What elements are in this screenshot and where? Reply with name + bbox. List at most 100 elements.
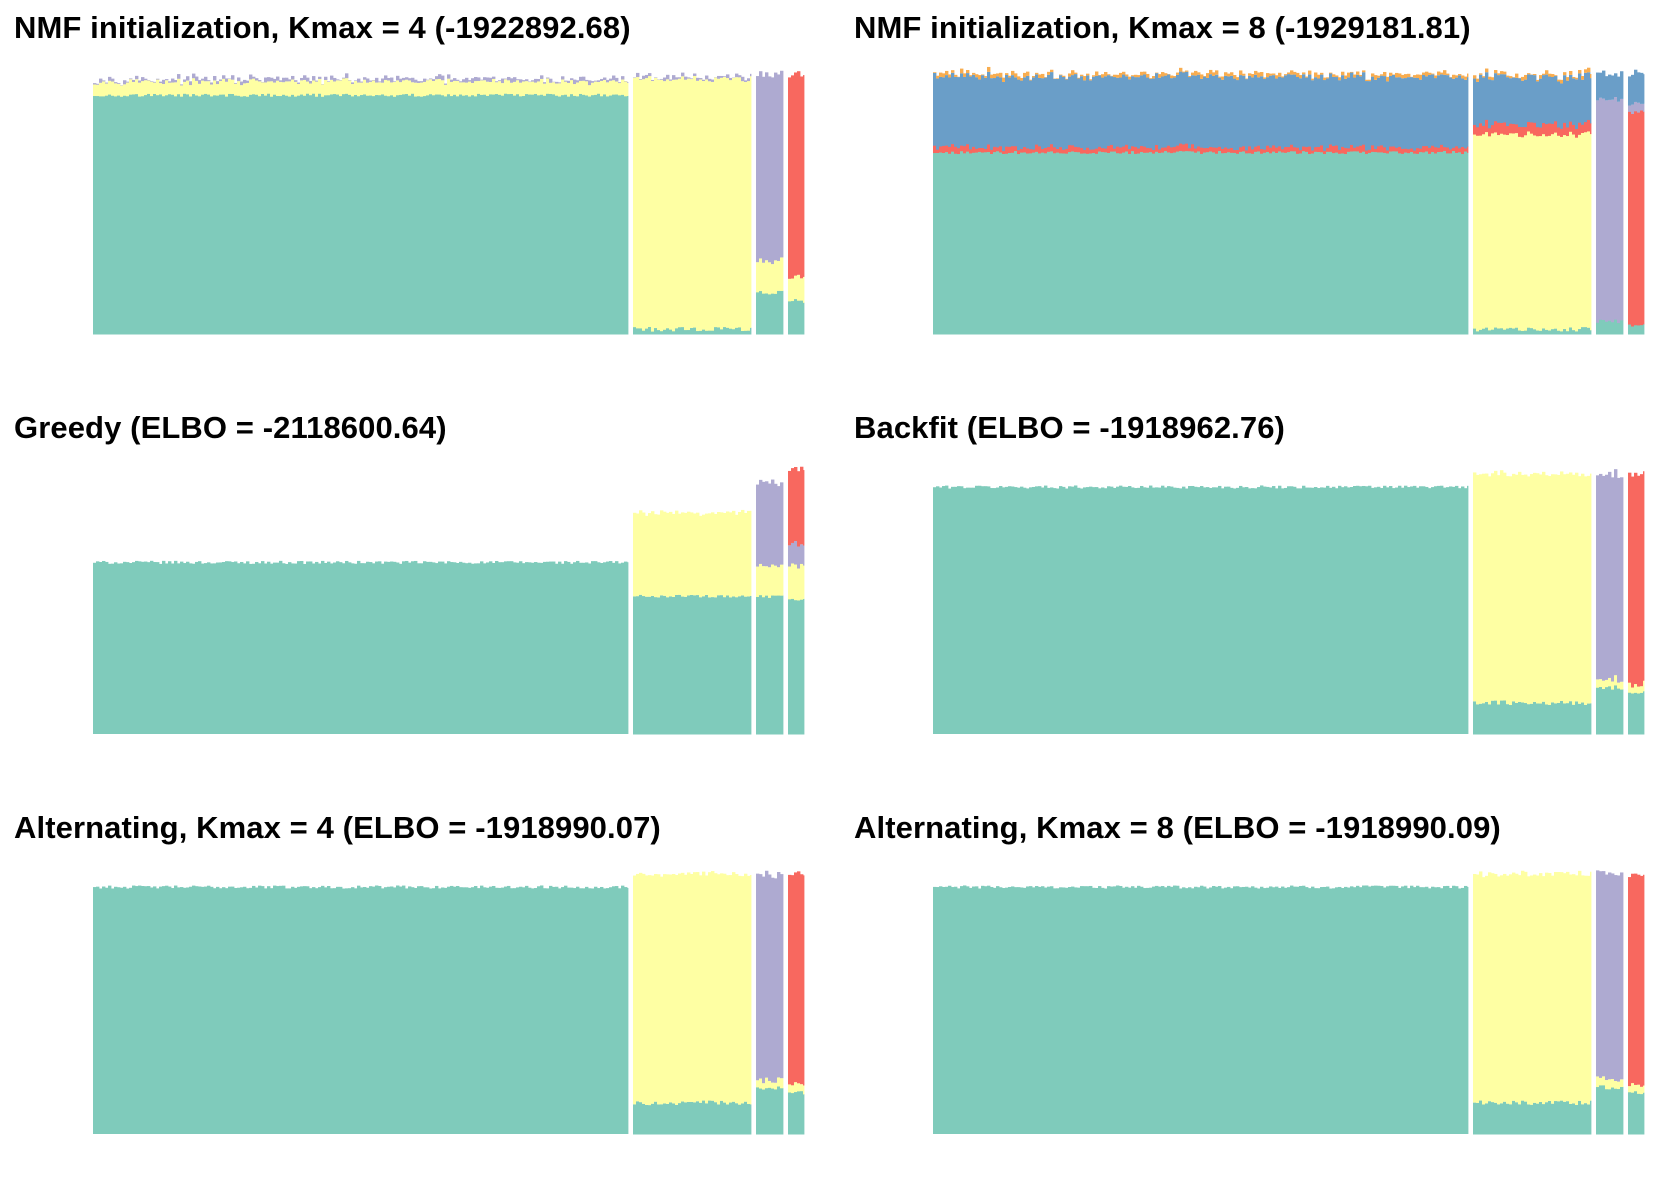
bar-segment-teal xyxy=(1637,693,1641,735)
bar-segment-teal xyxy=(435,885,439,1134)
bar-segment-yellow xyxy=(732,872,736,1102)
bar-segment-teal xyxy=(1281,886,1285,1134)
bar-segment-teal xyxy=(933,886,937,1134)
bar-segment-teal xyxy=(327,886,331,1134)
bar-segment-blue xyxy=(1311,80,1315,151)
bar-segment-teal xyxy=(1524,1101,1528,1135)
bar-segment-purple xyxy=(546,77,550,79)
bar-segment-teal xyxy=(1275,886,1279,1134)
bar-segment-teal xyxy=(525,885,529,1134)
bar-segment-red xyxy=(1461,146,1465,155)
bar-segment-purple xyxy=(126,81,130,83)
bar-segment-teal xyxy=(951,887,955,1134)
bar-segment-teal xyxy=(717,326,721,335)
bar-segment-teal xyxy=(1449,888,1453,1134)
bar-segment-teal xyxy=(441,561,445,734)
bar-segment-orange xyxy=(1344,75,1348,79)
bar-segment-yellow xyxy=(702,871,706,1101)
bar-segment-yellow xyxy=(669,511,673,597)
bar-segment-blue xyxy=(1095,75,1099,149)
bar-segment-teal xyxy=(573,888,577,1134)
bar-segment-teal xyxy=(1074,151,1078,335)
bar-segment-yellow xyxy=(699,79,703,331)
bar-segment-purple xyxy=(756,484,760,567)
bar-segment-yellow xyxy=(1620,1079,1624,1088)
bar-segment-teal xyxy=(270,888,274,1134)
bar-segment-yellow xyxy=(417,82,421,97)
bar-segment-yellow xyxy=(1566,473,1570,704)
bar-segment-purple xyxy=(765,72,769,261)
bar-segment-teal xyxy=(741,330,745,335)
bar-segment-teal xyxy=(756,596,760,735)
bar-segment-teal xyxy=(1509,1104,1513,1135)
bar-segment-teal xyxy=(492,94,496,335)
bar-segment-red xyxy=(1200,147,1204,154)
bar-segment-blue xyxy=(1242,75,1246,147)
bar-segment-teal xyxy=(189,886,193,1134)
bar-segment-orange xyxy=(1407,73,1411,78)
bar-segment-purple xyxy=(708,78,712,82)
bar-segment-teal xyxy=(999,152,1003,335)
bar-segment-teal xyxy=(1026,488,1030,734)
bar-segment-teal xyxy=(1164,487,1168,734)
bar-segment-teal xyxy=(1287,887,1291,1134)
bar-segment-teal xyxy=(369,886,373,1134)
bar-segment-purple xyxy=(144,78,148,81)
bar-segment-yellow xyxy=(1569,874,1573,1104)
bar-segment-teal xyxy=(1545,1102,1549,1135)
bar-segment-teal xyxy=(1404,485,1408,734)
bar-segment-blue xyxy=(1014,77,1018,147)
bar-segment-purple xyxy=(273,78,277,83)
bar-segment-teal xyxy=(120,96,124,335)
bar-segment-teal xyxy=(1308,487,1312,734)
bar-segment-teal xyxy=(132,562,136,734)
bar-segment-teal xyxy=(192,885,196,1134)
bar-segment-teal xyxy=(729,1102,733,1135)
bar-segment-teal xyxy=(510,93,514,335)
bar-segment-teal xyxy=(723,597,727,735)
bar-segment-teal xyxy=(1419,486,1423,734)
bar-segment-red xyxy=(1554,120,1558,133)
sample-group-1 xyxy=(93,885,629,1134)
bar-segment-yellow xyxy=(803,565,805,600)
bar-segment-teal xyxy=(186,93,190,335)
bar-segment-purple xyxy=(498,80,502,82)
bar-segment-teal xyxy=(225,96,229,335)
bar-segment-teal xyxy=(1179,488,1183,734)
bar-segment-teal xyxy=(1293,150,1297,335)
bar-segment-purple xyxy=(1611,477,1615,682)
bar-segment-red xyxy=(1095,148,1099,154)
bar-segment-teal xyxy=(1149,887,1153,1134)
bar-segment-blue xyxy=(1320,74,1324,146)
bar-segment-teal xyxy=(273,94,277,335)
bar-segment-teal xyxy=(99,888,103,1134)
bar-segment-yellow xyxy=(528,82,532,95)
bar-segment-teal xyxy=(1314,487,1318,734)
bar-segment-red xyxy=(1185,143,1189,152)
bar-segment-purple xyxy=(300,77,304,81)
bar-segment-teal xyxy=(1233,488,1237,734)
bar-segment-teal xyxy=(654,597,658,735)
bar-segment-blue xyxy=(1338,80,1342,150)
bar-segment-teal xyxy=(788,1092,792,1135)
bar-segment-orange xyxy=(1434,75,1438,79)
bar-segment-teal xyxy=(420,563,424,734)
bar-segment-blue xyxy=(1482,77,1486,126)
bar-segment-teal xyxy=(726,1104,730,1135)
bar-segment-teal xyxy=(1011,886,1015,1134)
bar-segment-teal xyxy=(219,94,223,335)
bar-segment-yellow xyxy=(540,78,544,95)
bar-segment-teal xyxy=(1434,887,1438,1134)
bar-segment-red xyxy=(1368,149,1372,153)
bar-segment-yellow xyxy=(399,82,403,95)
bar-segment-orange xyxy=(1563,72,1567,76)
bar-segment-yellow xyxy=(1551,133,1555,330)
bar-segment-orange xyxy=(1428,72,1432,75)
bar-segment-teal xyxy=(348,888,352,1134)
bar-segment-teal xyxy=(1089,486,1093,734)
bar-segment-blue xyxy=(1212,75,1216,148)
bar-segment-orange xyxy=(1227,73,1231,77)
bar-segment-orange xyxy=(1440,72,1444,75)
bar-segment-yellow xyxy=(681,872,685,1102)
bar-segment-blue xyxy=(1440,74,1444,145)
